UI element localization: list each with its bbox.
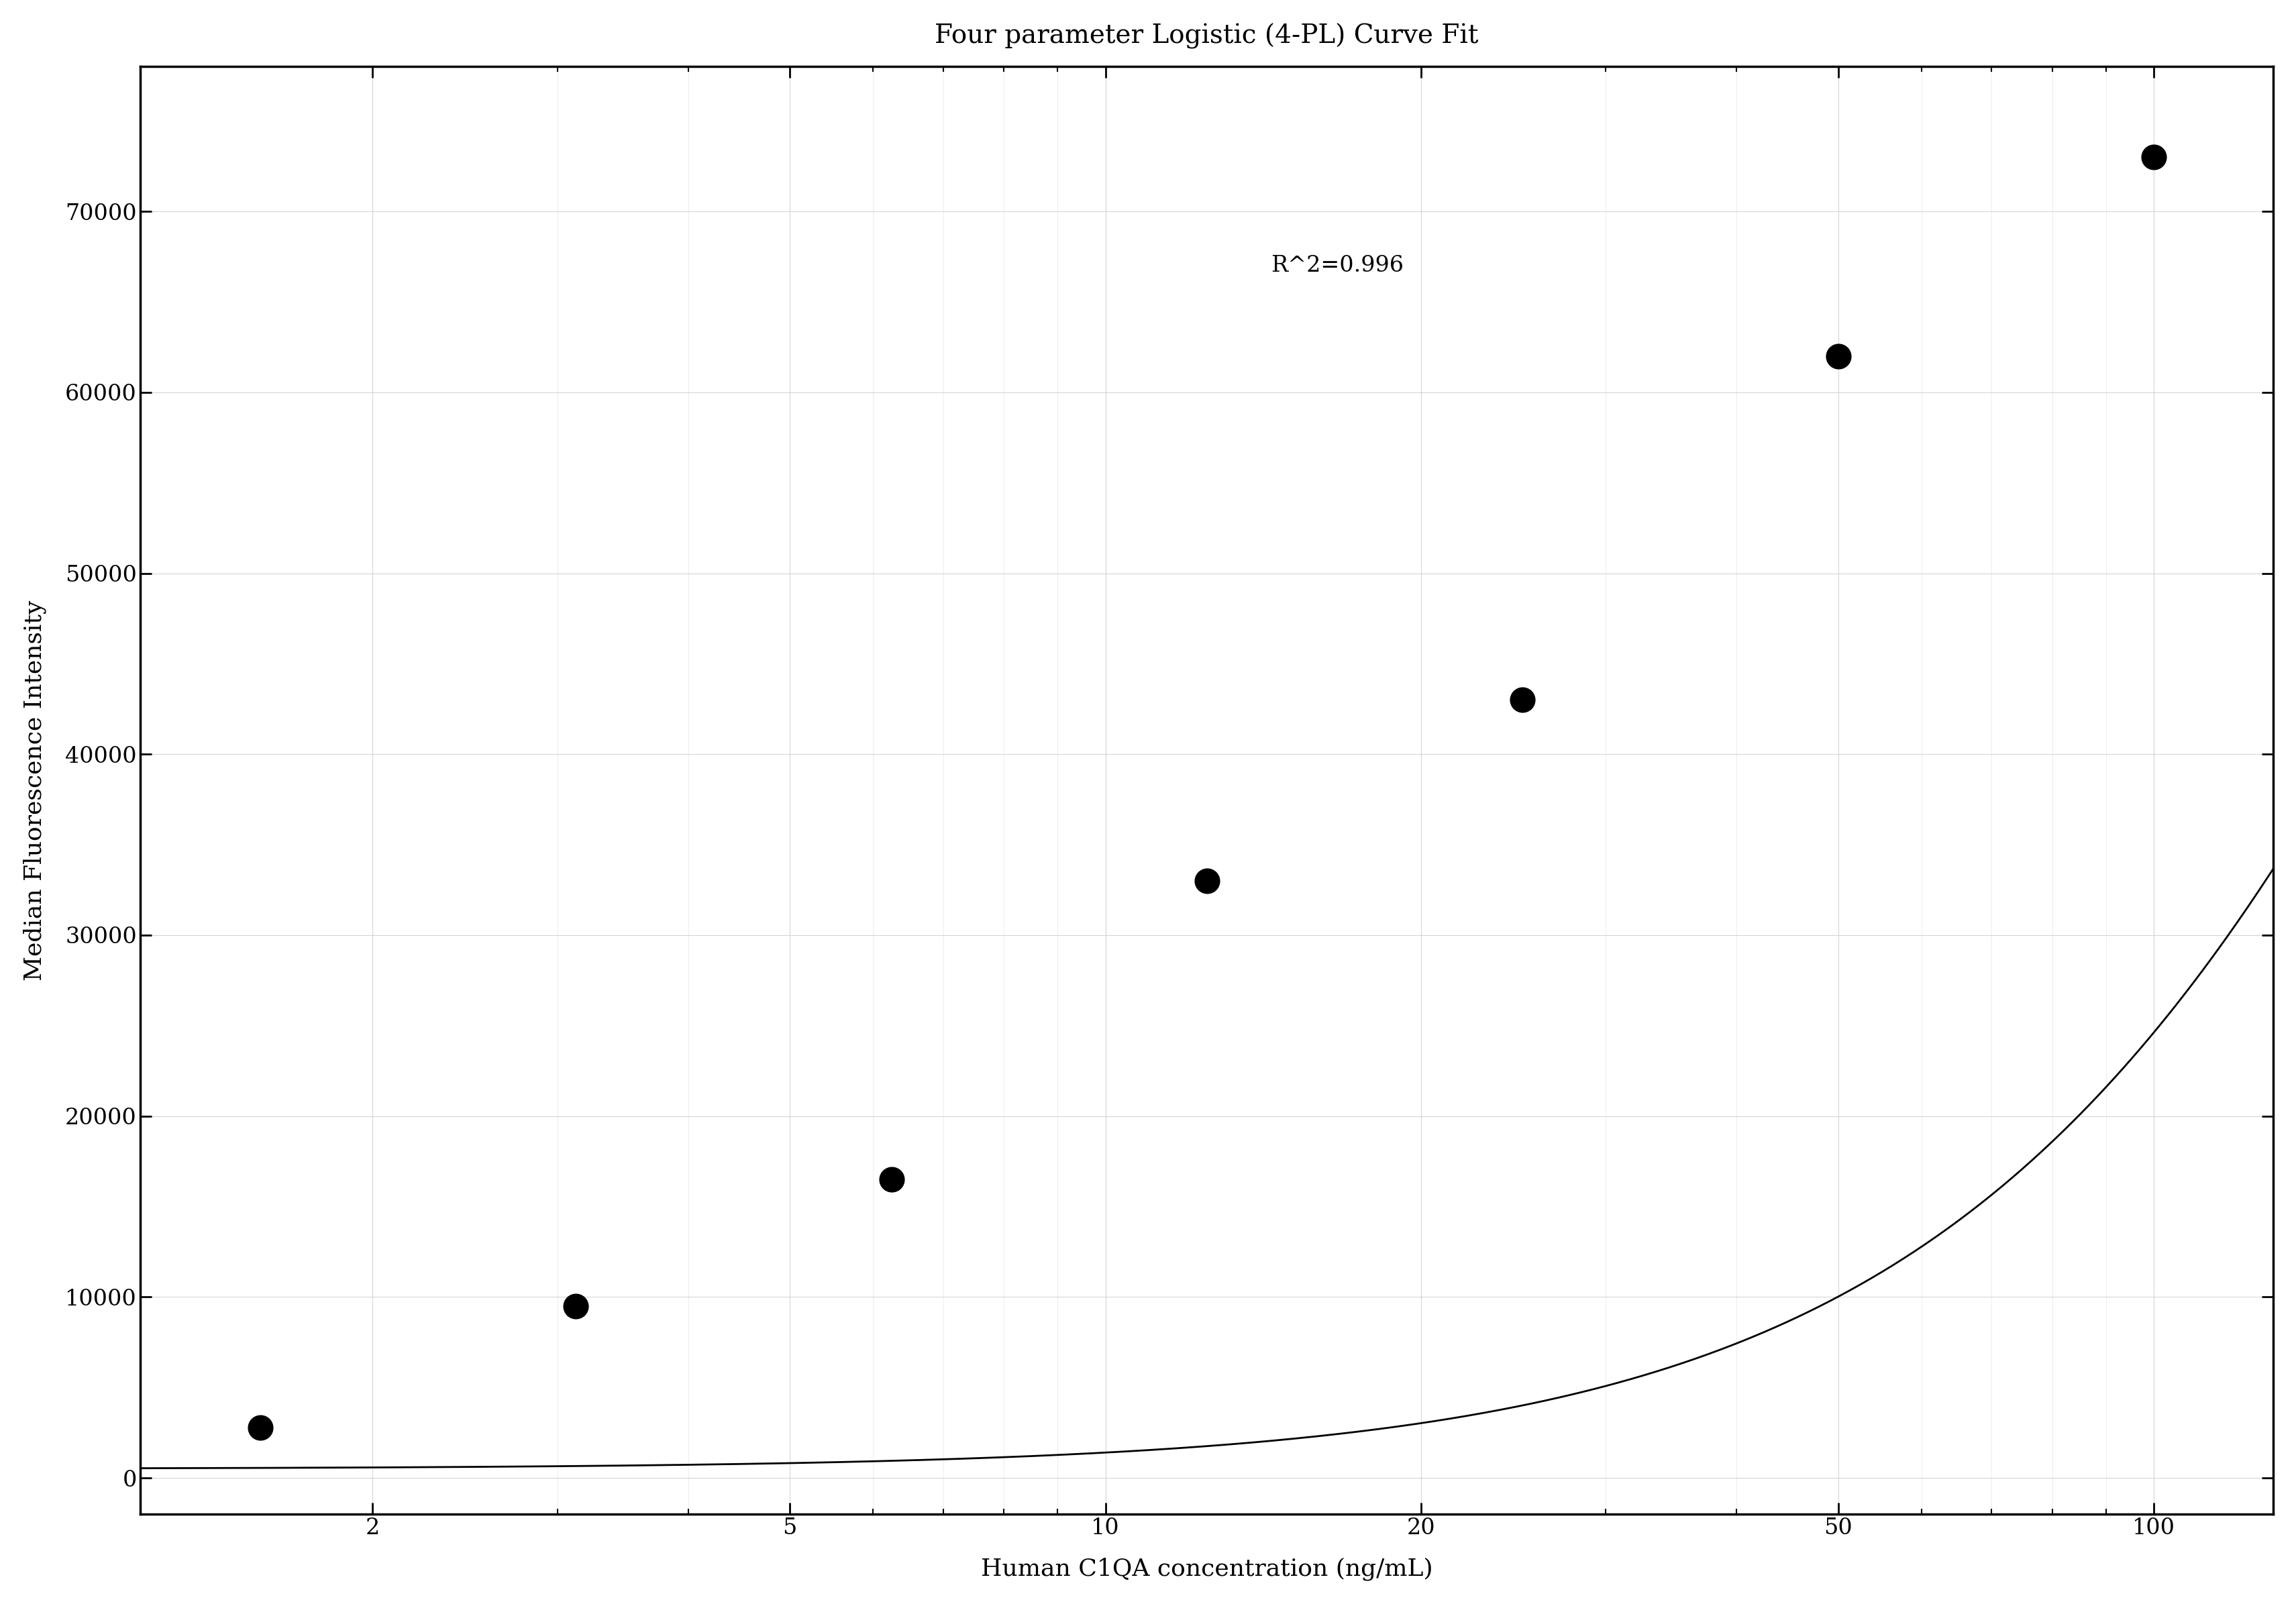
Point: [558, 1293, 595, 1318]
Point: [1189, 868, 1226, 893]
Point: [241, 1415, 278, 1440]
X-axis label: Human C1QA concentration (ng/mL): Human C1QA concentration (ng/mL): [980, 1557, 1433, 1580]
Point: [1504, 687, 1541, 712]
Point: [1818, 343, 1855, 369]
Point: [872, 1166, 909, 1192]
Point: [2135, 144, 2172, 170]
Text: R^2=0.996: R^2=0.996: [1270, 255, 1403, 276]
Y-axis label: Median Fluorescence Intensity: Median Fluorescence Intensity: [23, 600, 46, 980]
Title: Four parameter Logistic (4-PL) Curve Fit: Four parameter Logistic (4-PL) Curve Fit: [934, 24, 1479, 50]
